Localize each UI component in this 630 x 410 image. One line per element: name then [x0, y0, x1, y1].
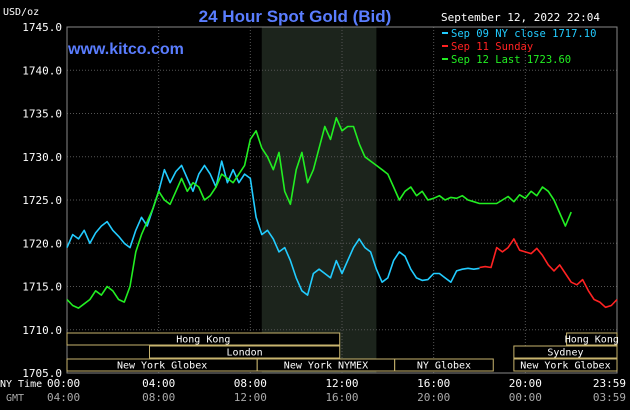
session-box — [66, 332, 341, 346]
x-tick-label-ny: 04:00 — [142, 377, 175, 390]
chart-title: 24 Hour Spot Gold (Bid) — [199, 7, 392, 26]
x-tick-label-gmt: 16:00 — [325, 391, 358, 404]
x-tick-label-ny: 12:00 — [325, 377, 358, 390]
x-tick-label-ny: 00:00 — [47, 377, 80, 390]
x-tick-label-gmt: 03:59 — [593, 391, 626, 404]
series-line — [66, 160, 480, 296]
x-tick-label-gmt: 00:00 — [509, 391, 542, 404]
x-tick-label-ny: 23:59 — [593, 377, 626, 390]
series-line — [479, 238, 618, 309]
series-lines — [66, 117, 618, 309]
plot-frame — [66, 26, 618, 374]
session-label: New York Globex — [520, 361, 610, 372]
market-sessions: Hong Kong Hong Kong London Sydney New York G… — [66, 332, 619, 372]
session-box — [566, 332, 618, 346]
y-tick-label: 1740.0 — [22, 64, 62, 77]
legend-entry: Sep 12 Last 1723.60 — [451, 54, 571, 66]
session-box — [513, 358, 618, 372]
legend-entry: Sep 09 NY close 1717.10 — [451, 28, 596, 40]
legend-entry: Sep 11 Sunday — [451, 41, 533, 53]
y-tick-label: 1745.0 — [22, 21, 62, 34]
x-tick-label-gmt: 04:00 — [47, 391, 80, 404]
y-axis-ticks: 1745.0 1740.0 1735.0 1730.0 1725.0 1720.0 1715… — [22, 21, 62, 380]
x-tick-label-ny: 16:00 — [417, 377, 450, 390]
x-axis-row2-label: GMT — [6, 393, 24, 404]
x-axis-row1-label: NY Time — [0, 379, 42, 390]
x-tick-label-gmt: 20:00 — [417, 391, 450, 404]
y-tick-label: 1735.0 — [22, 108, 62, 121]
y-tick-label: 1725.0 — [22, 194, 62, 207]
y-tick-label: 1720.0 — [22, 237, 62, 250]
session-box — [513, 345, 618, 359]
series-line — [66, 117, 572, 309]
session-box — [394, 358, 494, 372]
y-tick-label: 1705.0 — [22, 367, 62, 380]
session-label: Hong Kong — [565, 335, 619, 346]
timestamp: September 12, 2022 22:04 — [441, 11, 600, 24]
x-axis-ticks: 00:0004:0004:0008:0008:0012:0012:0016:00… — [47, 377, 626, 404]
session-label: New York NYMEX — [284, 361, 368, 372]
session-label: London — [227, 348, 263, 359]
y-tick-label: 1710.0 — [22, 324, 62, 337]
session-box — [149, 345, 341, 359]
x-tick-label-gmt: 12:00 — [234, 391, 267, 404]
session-label: Sydney — [547, 348, 583, 359]
site-link[interactable]: www.kitco.com — [67, 41, 184, 58]
y-tick-label: 1730.0 — [22, 151, 62, 164]
x-tick-label-ny: 08:00 — [234, 377, 267, 390]
y-tick-label: 1715.0 — [22, 281, 62, 294]
session-label: New York Globex — [117, 361, 207, 372]
session-label: NY Globex — [417, 361, 471, 372]
x-tick-label-gmt: 08:00 — [142, 391, 175, 404]
session-label: Hong Kong — [176, 335, 230, 346]
x-tick-label-ny: 20:00 — [509, 377, 542, 390]
y-axis-label: USD/oz — [3, 7, 39, 18]
